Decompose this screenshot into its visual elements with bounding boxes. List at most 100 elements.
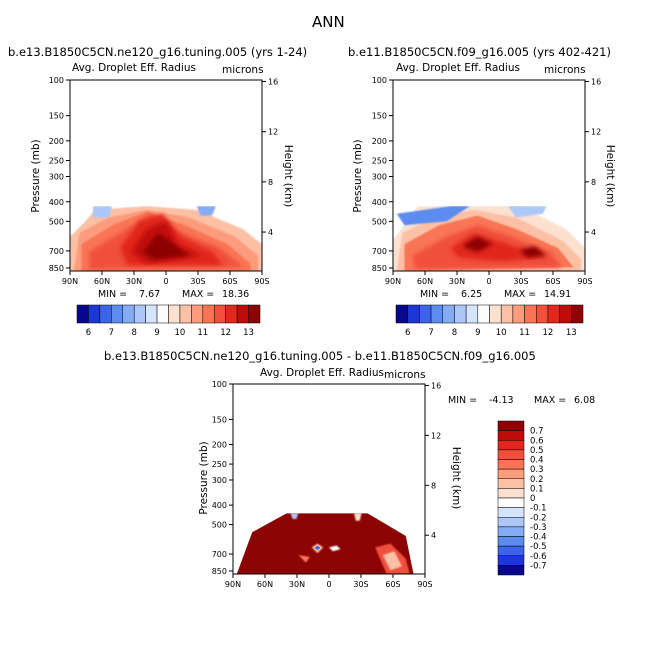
panel2-field — [393, 206, 585, 271]
colorbar2-box — [571, 304, 584, 324]
pressure-tick-label: 850 — [212, 567, 227, 576]
lat-tick-label: 60N — [94, 277, 110, 286]
colorbar3-box — [497, 507, 525, 518]
colorbar3-label: 0.3 — [530, 465, 544, 475]
colorbar3-box — [497, 459, 525, 470]
colorbar3-label: -0.6 — [530, 552, 547, 562]
lat-tick-label: 0 — [326, 580, 331, 589]
pressure-tick-label: 200 — [212, 441, 227, 450]
colorbar3-label: 0.2 — [530, 475, 544, 485]
colorbar2-box — [559, 304, 572, 324]
lat-tick-label: 30S — [513, 277, 528, 286]
panel1-var-title: Avg. Droplet Eff. Radius — [72, 62, 196, 74]
height-tick-label: 12 — [431, 431, 441, 440]
colorbar3-box — [497, 497, 525, 508]
height-tick-label: 16 — [431, 381, 441, 390]
colorbar1-label: 9 — [154, 328, 159, 338]
pressure-tick-label: 850 — [372, 264, 387, 273]
panel2-max-label: MAX = — [504, 289, 537, 300]
colorbar3-box — [497, 488, 525, 499]
colorbar1-box — [76, 304, 89, 324]
lat-tick-label: 30N — [289, 580, 305, 589]
colorbar2-label: 11 — [519, 328, 530, 338]
colorbar3-box — [497, 517, 525, 528]
colorbar1-label: 7 — [109, 328, 114, 338]
pressure-tick-label: 150 — [372, 112, 387, 121]
height-tick-label: 8 — [591, 178, 596, 187]
panel1-min-label: MIN = — [98, 289, 128, 300]
colorbar3-box — [497, 565, 525, 576]
lat-tick-label: 60N — [417, 277, 433, 286]
panel1-field — [70, 206, 262, 271]
panel1-min-value: 7.67 — [139, 289, 161, 300]
colorbar3-box — [497, 555, 525, 566]
colorbar2-box — [442, 304, 455, 324]
colorbar1-box — [191, 304, 204, 324]
colorbar3-box — [497, 468, 525, 479]
pressure-tick-label: 500 — [49, 217, 64, 226]
pressure-tick-label: 400 — [372, 198, 387, 207]
pressure-tick-label: 300 — [49, 172, 64, 181]
colorbar2-box — [489, 304, 502, 324]
colorbar3-label: -0.3 — [530, 523, 547, 533]
colorbar1-box — [88, 304, 101, 324]
colorbar3-label: 0.7 — [530, 427, 544, 437]
panel3-min-label: MIN = — [448, 395, 478, 406]
lat-tick-label: 90N — [62, 277, 78, 286]
lat-tick-label: 90S — [577, 277, 592, 286]
colorbar2-label: 10 — [496, 328, 507, 338]
lat-tick-label: 0 — [163, 277, 168, 286]
colorbar1-box — [156, 304, 169, 324]
colorbar2-box — [407, 304, 420, 324]
panel3-field — [236, 513, 414, 574]
colorbar1-label: 12 — [220, 328, 231, 338]
lat-tick-label: 60S — [222, 277, 237, 286]
pressure-tick-label: 400 — [49, 198, 64, 207]
colorbar1-box — [179, 304, 192, 324]
colorbar3-box — [497, 478, 525, 489]
colorbar3-box — [497, 526, 525, 537]
lat-tick-label: 90N — [225, 580, 241, 589]
height-tick-label: 4 — [431, 531, 436, 540]
panel3-min-value: -4.13 — [489, 395, 514, 406]
colorbar3-box — [497, 545, 525, 556]
colorbar1-box — [225, 304, 238, 324]
pressure-tick-label: 200 — [49, 137, 64, 146]
pressure-tick-label: 300 — [372, 172, 387, 181]
lat-tick-label: 90S — [417, 580, 432, 589]
pressure-tick-label: 850 — [49, 264, 64, 273]
panel3-contour — [314, 545, 321, 551]
pressure-tick-label: 700 — [212, 550, 227, 559]
panel3-contour — [298, 555, 310, 563]
colorbar2-box — [419, 304, 432, 324]
colorbar3-box — [497, 420, 525, 431]
panel1-max-value: 18.36 — [222, 289, 250, 300]
panel3-contour — [382, 551, 402, 571]
pressure-tick-label: 100 — [212, 380, 227, 389]
panel2-units: microns — [544, 64, 586, 76]
pressure-tick-label: 500 — [372, 217, 387, 226]
lat-tick-label: 60S — [545, 277, 560, 286]
height-tick-label: 12 — [268, 128, 278, 137]
colorbar1-box — [145, 304, 158, 324]
panel3-max-label: MAX = — [534, 395, 567, 406]
colorbar2-box — [465, 304, 479, 324]
colorbar1-box — [111, 304, 123, 324]
panel3-max-value: 6.08 — [574, 395, 596, 406]
colorbar1-label: 6 — [86, 328, 91, 338]
colorbar1-box — [168, 304, 181, 324]
height-tick-label: 4 — [268, 228, 273, 237]
lat-tick-label: 60S — [385, 580, 400, 589]
colorbar3-label: -0.4 — [530, 533, 547, 543]
pressure-tick-label: 150 — [49, 112, 64, 121]
colorbar1-box — [236, 304, 249, 324]
lat-tick-label: 0 — [486, 277, 491, 286]
pressure-tick-label: 100 — [49, 76, 64, 85]
panel1-units: microns — [222, 64, 264, 76]
panel1-case-title: b.e13.B1850C5CN.ne120_g16.tuning.005 (yr… — [8, 45, 308, 59]
pressure-tick-label: 500 — [212, 521, 227, 530]
colorbar3-label: 0.5 — [530, 446, 544, 456]
colorbar3-box — [497, 430, 525, 441]
colorbar3-label: -0.7 — [530, 561, 547, 571]
panel3-contour — [354, 513, 362, 521]
